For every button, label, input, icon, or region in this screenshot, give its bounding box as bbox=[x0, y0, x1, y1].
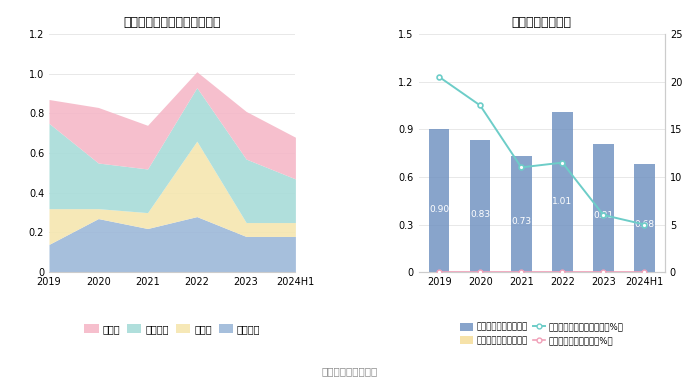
Bar bbox=[593, 144, 614, 272]
Title: 近年存货变化堆积图（亿元）: 近年存货变化堆积图（亿元） bbox=[123, 15, 221, 29]
Legend: 存货账面价值（亿元）, 存货跌价准备（亿元）, 右轴：存货占净资产比例（%）, 右轴：存货计提比例（%）: 存货账面价值（亿元）, 存货跌价准备（亿元）, 右轴：存货占净资产比例（%）, … bbox=[456, 319, 627, 349]
Title: 历年存货变动情况: 历年存货变动情况 bbox=[512, 15, 572, 29]
Text: 数据来源：恒生聚源: 数据来源：恒生聚源 bbox=[322, 366, 378, 376]
Legend: 原材料, 库存商品, 在产品, 发出商品: 原材料, 库存商品, 在产品, 发出商品 bbox=[80, 320, 265, 338]
Text: 1.01: 1.01 bbox=[552, 197, 573, 206]
Bar bbox=[429, 129, 449, 272]
Bar bbox=[552, 112, 573, 272]
Text: 0.73: 0.73 bbox=[511, 217, 531, 226]
Text: 0.68: 0.68 bbox=[634, 220, 655, 229]
Text: 0.83: 0.83 bbox=[470, 210, 490, 219]
Bar bbox=[634, 164, 655, 272]
Text: 0.90: 0.90 bbox=[429, 205, 449, 214]
Bar bbox=[470, 140, 491, 272]
Text: 0.81: 0.81 bbox=[594, 211, 613, 220]
Bar bbox=[511, 156, 531, 272]
